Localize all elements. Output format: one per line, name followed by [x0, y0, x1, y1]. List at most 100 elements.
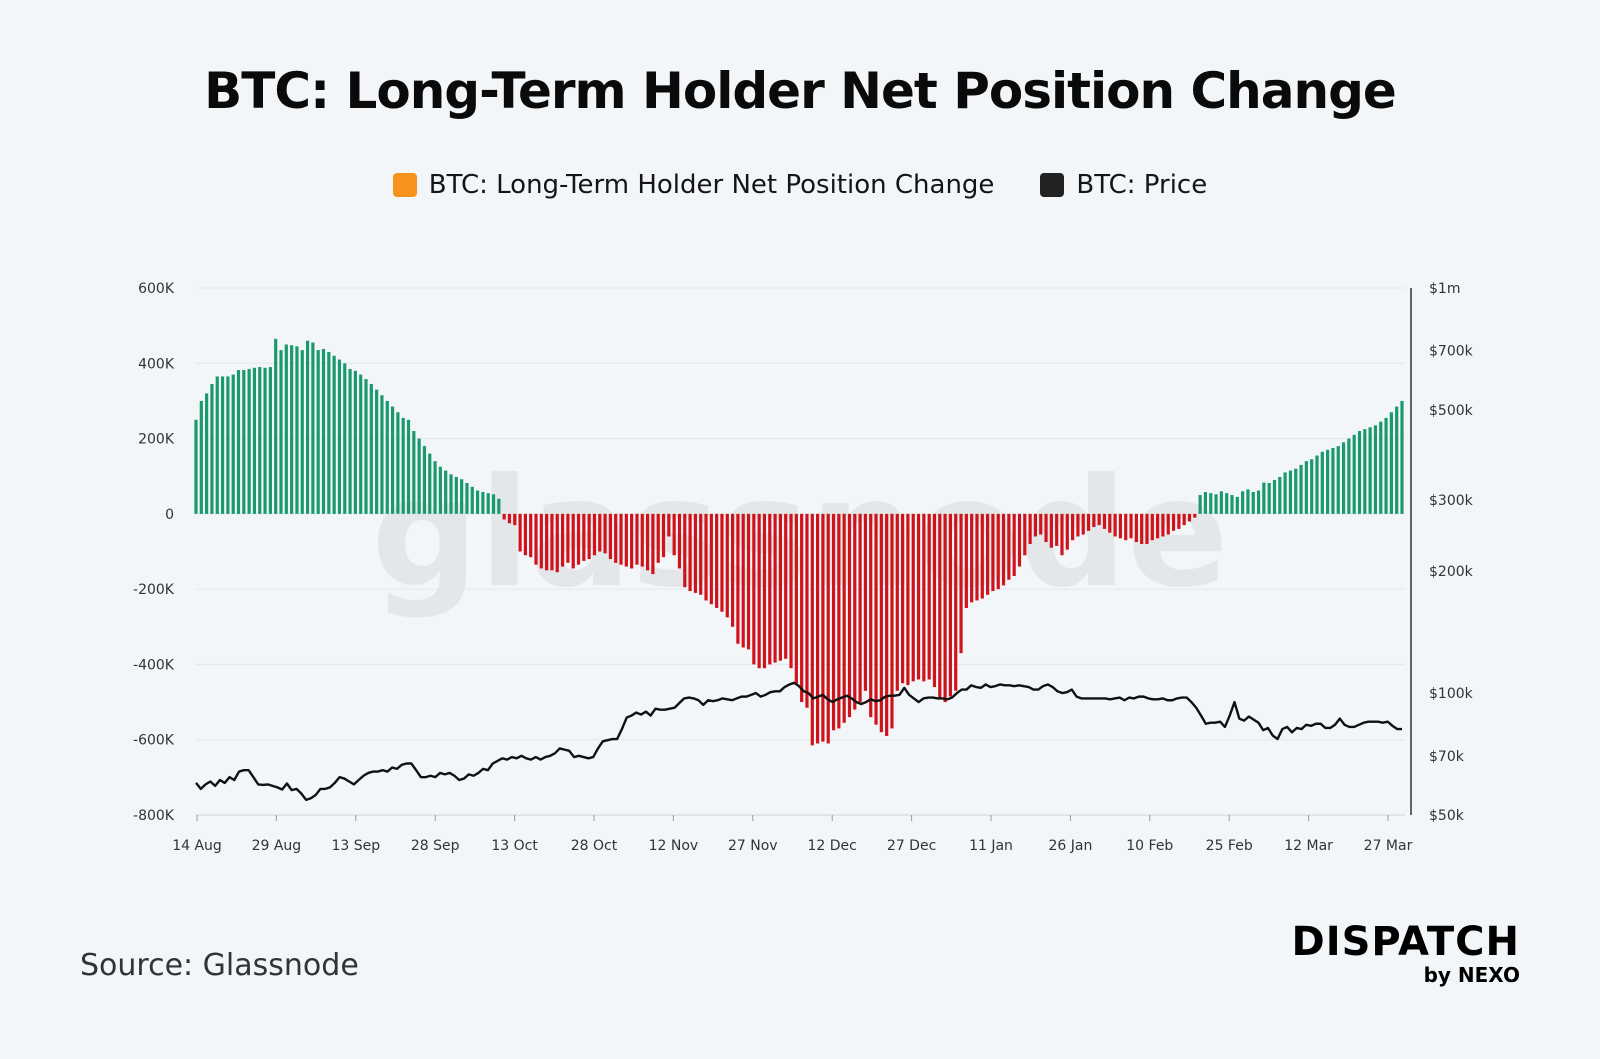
bar — [284, 344, 288, 514]
bar — [1283, 472, 1287, 514]
bar — [1182, 513, 1186, 526]
bar — [720, 513, 724, 612]
brand-name: DISPATCH — [1291, 919, 1520, 965]
bar — [523, 513, 527, 556]
bar — [199, 400, 203, 514]
bar — [1001, 513, 1006, 586]
bar — [922, 513, 926, 682]
bar — [980, 513, 984, 599]
bar — [529, 513, 533, 558]
bar — [598, 513, 602, 552]
y2-tick-label: $500k — [1429, 403, 1474, 419]
bar-series — [194, 338, 1404, 746]
bar — [996, 513, 1000, 590]
bar — [1049, 513, 1053, 548]
bar — [1071, 513, 1075, 541]
bar — [242, 370, 246, 514]
legend-swatch-price — [1040, 173, 1065, 197]
x-tick-label: 13 Oct — [491, 838, 538, 854]
bar — [263, 367, 267, 514]
bar — [1039, 513, 1043, 535]
x-tick-label: 13 Sep — [331, 838, 380, 854]
bar — [640, 513, 644, 567]
bar — [422, 446, 427, 514]
bar — [560, 513, 565, 567]
y-tick-label: 600K — [138, 281, 175, 297]
bar — [205, 393, 209, 514]
legend-item-net-position[interactable]: BTC: Long-Term Holder Net Position Chang… — [392, 170, 995, 200]
x-tick-label: 28 Oct — [571, 838, 618, 854]
bar — [274, 338, 278, 514]
bar — [475, 490, 480, 514]
bar — [959, 513, 963, 654]
bar — [1368, 427, 1372, 514]
bar — [1118, 513, 1123, 539]
bar — [1081, 513, 1085, 535]
bar — [1331, 447, 1335, 514]
bar — [853, 513, 857, 710]
bar — [401, 417, 405, 514]
bar — [1235, 496, 1239, 514]
bar — [1028, 513, 1032, 544]
right-axis-ticks: $1m $700k $500k $300k $200k $100k $70k $50k — [1429, 281, 1474, 824]
bar — [247, 368, 251, 514]
bar — [943, 513, 947, 703]
bar — [1389, 412, 1393, 514]
bar — [927, 513, 931, 680]
bar — [194, 419, 198, 514]
y-tick-label: 200K — [138, 432, 175, 448]
bar — [1352, 434, 1356, 514]
bar — [295, 346, 299, 514]
bar — [566, 513, 570, 563]
bar — [1145, 513, 1149, 544]
bar — [305, 340, 310, 514]
bar — [592, 513, 597, 556]
x-tick-label: 28 Sep — [411, 838, 460, 854]
bar — [1336, 446, 1340, 514]
bar — [1187, 513, 1192, 522]
bar — [486, 493, 490, 514]
brand-sub: by NEXO — [1423, 963, 1520, 987]
y2-tick-label: $300k — [1429, 493, 1474, 509]
x-tick-label: 27 Mar — [1364, 838, 1413, 854]
bar — [1134, 513, 1138, 543]
bar — [1400, 400, 1404, 514]
bar — [964, 513, 968, 608]
bar — [465, 482, 469, 514]
brand-logo: DISPATCH by NEXO — [1240, 922, 1520, 988]
bar — [608, 513, 612, 560]
bar — [1262, 482, 1266, 514]
bar — [1209, 493, 1213, 514]
bar — [1023, 513, 1027, 556]
bar — [502, 513, 506, 520]
bar — [1150, 513, 1154, 541]
bar — [954, 513, 958, 691]
x-tick-label: 14 Aug — [172, 838, 222, 854]
bar — [661, 513, 666, 558]
bar — [1267, 482, 1271, 514]
bar — [847, 513, 852, 718]
legend-label-net-position: BTC: Long-Term Holder Net Position Chang… — [428, 170, 995, 200]
bar — [821, 513, 825, 742]
bar — [321, 348, 326, 514]
bar — [895, 513, 899, 691]
bar — [385, 400, 389, 514]
bar — [858, 513, 862, 703]
bar — [831, 513, 836, 731]
bar — [1304, 461, 1308, 514]
bar — [438, 466, 442, 514]
bar — [826, 513, 830, 744]
bar — [656, 513, 660, 563]
bar — [784, 513, 788, 659]
bar — [715, 513, 719, 608]
bar — [948, 513, 953, 697]
bar — [1278, 476, 1282, 514]
bar — [300, 350, 304, 514]
bar — [874, 513, 878, 725]
x-tick-label: 26 Jan — [1048, 838, 1092, 854]
bar — [1060, 513, 1064, 556]
bar — [773, 513, 777, 663]
bar — [1033, 513, 1038, 537]
bar — [534, 513, 538, 565]
legend-item-price[interactable]: BTC: Price — [1040, 170, 1207, 200]
